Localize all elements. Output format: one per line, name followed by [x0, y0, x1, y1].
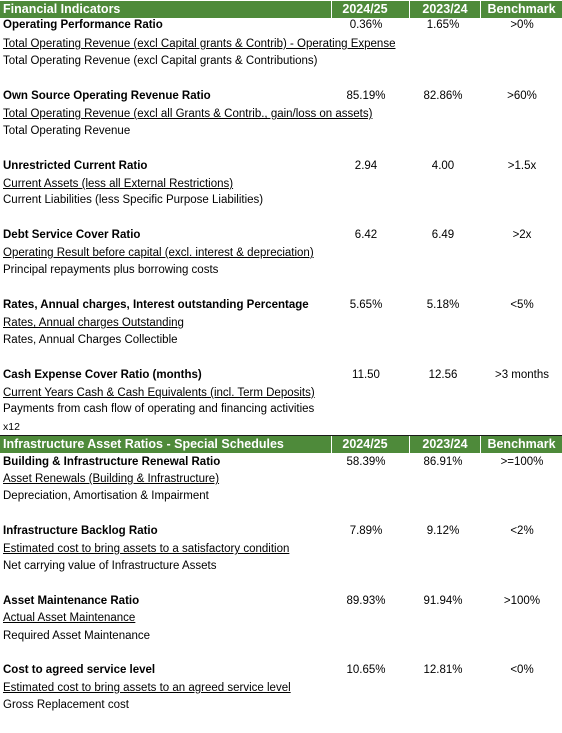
- section-divider: [0, 435, 562, 436]
- value-2023-24: 6.49: [431, 229, 455, 241]
- value-2023-24: 4.00: [431, 160, 455, 172]
- ratio-denominator: Total Operating Revenue (excl Capital gr…: [3, 55, 318, 67]
- col-header-2023-24: 2023/24: [422, 437, 468, 451]
- value-2024-25: 0.36%: [349, 19, 383, 31]
- ratio-denominator: Gross Replacement cost: [3, 699, 129, 711]
- col-header-2024-25: 2024/25: [342, 2, 388, 16]
- section-title: Financial Indicators: [3, 2, 121, 16]
- ratio-name: Unrestricted Current Ratio: [3, 160, 148, 172]
- section-header-financial: Financial Indicators 2024/25 2023/24 Ben…: [0, 1, 562, 18]
- ratio-numerator: Current Assets (less all External Restri…: [3, 178, 234, 190]
- value-2024-25: 6.42: [354, 229, 378, 241]
- header-divider: [409, 1, 410, 18]
- ratio-numerator: Actual Asset Maintenance: [3, 612, 136, 624]
- benchmark-value: >0%: [510, 19, 534, 31]
- benchmark-value: <5%: [510, 299, 534, 311]
- section-header-infrastructure: Infrastructure Asset Ratios - Special Sc…: [0, 436, 562, 453]
- value-2023-24: 9.12%: [426, 525, 460, 537]
- ratio-numerator: Operating Result before capital (excl. i…: [3, 247, 314, 259]
- header-divider: [480, 1, 481, 18]
- col-header-2023-24: 2023/24: [422, 2, 468, 16]
- ratio-denominator: Current Liabilities (less Specific Purpo…: [3, 194, 264, 206]
- header-divider: [331, 436, 332, 453]
- section-title: Infrastructure Asset Ratios - Special Sc…: [3, 437, 284, 451]
- value-2024-25: 5.65%: [349, 299, 383, 311]
- benchmark-value: >100%: [503, 595, 541, 607]
- benchmark-value: >2x: [512, 229, 532, 241]
- value-2024-25: 2.94: [354, 160, 378, 172]
- col-header-2024-25: 2024/25: [342, 437, 388, 451]
- value-2024-25: 89.93%: [346, 595, 386, 607]
- value-2023-24: 91.94%: [423, 595, 463, 607]
- ratio-name: Asset Maintenance Ratio: [3, 595, 140, 607]
- ratio-name: Debt Service Cover Ratio: [3, 229, 141, 241]
- ratio-numerator: Asset Renewals (Building & Infrastructur…: [3, 473, 220, 485]
- benchmark-value: <0%: [510, 664, 534, 676]
- value-2023-24: 86.91%: [423, 456, 463, 468]
- col-header-benchmark: Benchmark: [487, 2, 556, 16]
- ratio-denominator: Total Operating Revenue: [3, 125, 131, 137]
- header-divider: [331, 1, 332, 18]
- ratio-numerator: Estimated cost to bring assets to a sati…: [3, 543, 290, 555]
- ratio-numerator: Estimated cost to bring assets to an agr…: [3, 682, 291, 694]
- header-divider: [480, 436, 481, 453]
- ratio-numerator: Total Operating Revenue (excl Capital gr…: [3, 38, 396, 50]
- ratio-denominator: Required Asset Maintenance: [3, 630, 151, 642]
- value-2023-24: 82.86%: [423, 90, 463, 102]
- benchmark-value: >=100%: [500, 456, 544, 468]
- ratio-name: Rates, Annual charges, Interest outstand…: [3, 299, 309, 311]
- value-2024-25: 85.19%: [346, 90, 386, 102]
- value-2023-24: 12.56: [428, 369, 458, 381]
- ratio-numerator: Rates, Annual charges Outstanding: [3, 317, 184, 329]
- value-2024-25: 7.89%: [349, 525, 383, 537]
- benchmark-value: >3 months: [494, 369, 550, 381]
- value-2023-24: 1.65%: [426, 19, 460, 31]
- benchmark-value: >1.5x: [507, 160, 537, 172]
- ratio-name: Cash Expense Cover Ratio (months): [3, 369, 202, 381]
- ratio-name: Building & Infrastructure Renewal Ratio: [3, 456, 221, 468]
- ratio-name: Infrastructure Backlog Ratio: [3, 525, 158, 537]
- ratio-denominator: Payments from cash flow of operating and…: [3, 403, 315, 415]
- ratio-denominator: Principal repayments plus borrowing cost…: [3, 264, 219, 276]
- benchmark-value: >60%: [507, 90, 537, 102]
- value-2024-25: 11.50: [352, 369, 380, 381]
- ratio-denominator: Depreciation, Amortisation & Impairment: [3, 490, 209, 502]
- ratio-numerator: Current Years Cash & Cash Equivalents (i…: [3, 387, 315, 399]
- ratio-numerator: Total Operating Revenue (excl all Grants…: [3, 108, 373, 120]
- benchmark-value: <2%: [510, 525, 534, 537]
- ratio-denominator: Rates, Annual Charges Collectible: [3, 334, 178, 346]
- col-header-benchmark: Benchmark: [487, 437, 556, 451]
- value-2024-25: 10.65%: [346, 664, 386, 676]
- ratio-name: Cost to agreed service level: [3, 664, 156, 676]
- ratio-multiplier: x12: [3, 421, 20, 433]
- ratio-denominator: Net carrying value of Infrastructure Ass…: [3, 560, 217, 572]
- ratio-name: Operating Performance Ratio: [3, 19, 163, 31]
- ratio-name: Own Source Operating Revenue Ratio: [3, 90, 211, 102]
- value-2023-24: 5.18%: [426, 299, 460, 311]
- value-2023-24: 12.81%: [423, 664, 463, 676]
- value-2024-25: 58.39%: [346, 456, 386, 468]
- header-divider: [409, 436, 410, 453]
